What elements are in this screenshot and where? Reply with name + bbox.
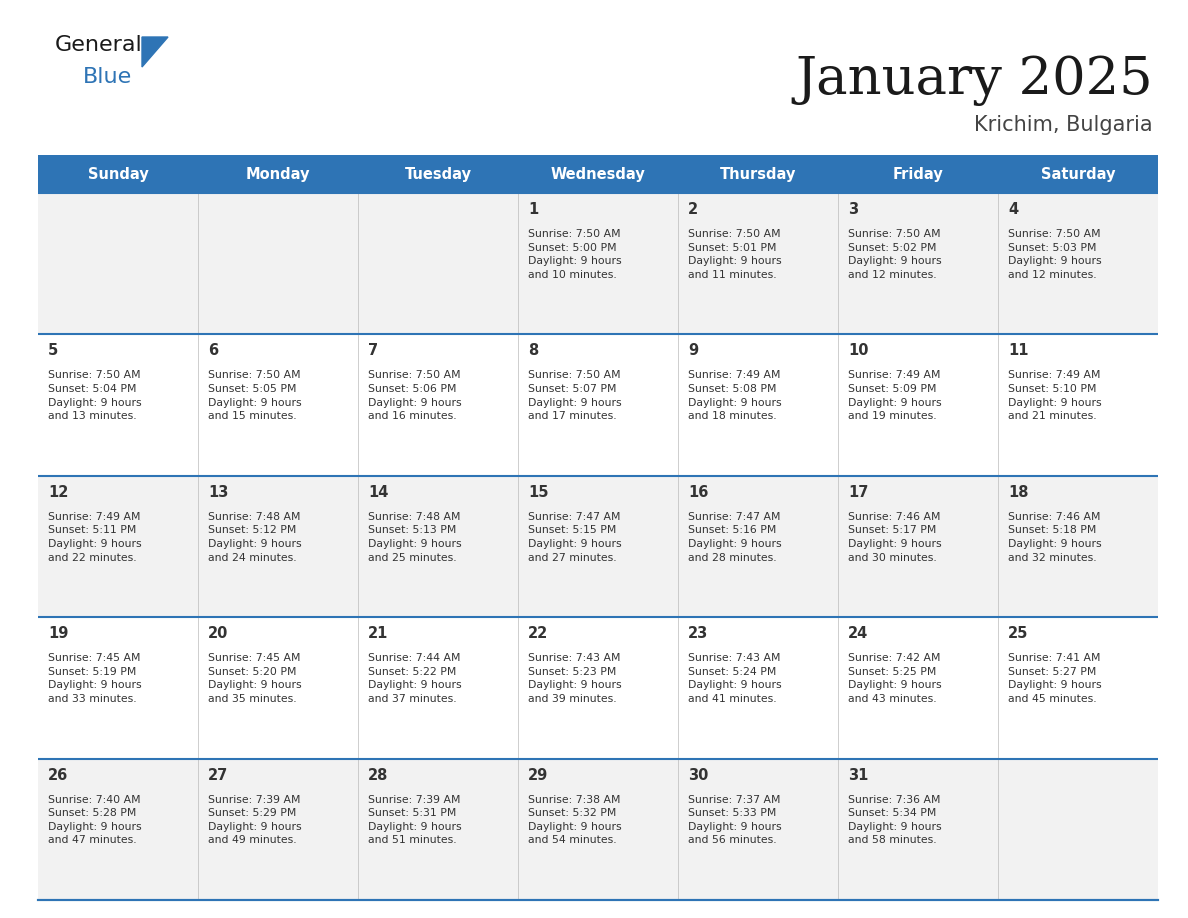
Text: Sunrise: 7:39 AM
Sunset: 5:31 PM
Daylight: 9 hours
and 51 minutes.: Sunrise: 7:39 AM Sunset: 5:31 PM Dayligh… <box>368 795 462 845</box>
Bar <box>678 155 838 193</box>
Bar <box>198 155 358 193</box>
Bar <box>38 758 1158 900</box>
Text: Monday: Monday <box>246 166 310 182</box>
Polygon shape <box>143 37 168 67</box>
Text: Sunrise: 7:40 AM
Sunset: 5:28 PM
Daylight: 9 hours
and 47 minutes.: Sunrise: 7:40 AM Sunset: 5:28 PM Dayligh… <box>48 795 141 845</box>
Bar <box>38 334 1158 476</box>
Text: Sunrise: 7:48 AM
Sunset: 5:13 PM
Daylight: 9 hours
and 25 minutes.: Sunrise: 7:48 AM Sunset: 5:13 PM Dayligh… <box>368 512 462 563</box>
Text: 21: 21 <box>368 626 388 641</box>
Text: Sunrise: 7:43 AM
Sunset: 5:24 PM
Daylight: 9 hours
and 41 minutes.: Sunrise: 7:43 AM Sunset: 5:24 PM Dayligh… <box>688 654 782 704</box>
Text: 30: 30 <box>688 767 708 783</box>
Text: Sunrise: 7:45 AM
Sunset: 5:20 PM
Daylight: 9 hours
and 35 minutes.: Sunrise: 7:45 AM Sunset: 5:20 PM Dayligh… <box>208 654 302 704</box>
Text: Sunrise: 7:49 AM
Sunset: 5:08 PM
Daylight: 9 hours
and 18 minutes.: Sunrise: 7:49 AM Sunset: 5:08 PM Dayligh… <box>688 370 782 421</box>
Text: Sunrise: 7:47 AM
Sunset: 5:16 PM
Daylight: 9 hours
and 28 minutes.: Sunrise: 7:47 AM Sunset: 5:16 PM Dayligh… <box>688 512 782 563</box>
Bar <box>38 617 1158 758</box>
Text: Sunrise: 7:44 AM
Sunset: 5:22 PM
Daylight: 9 hours
and 37 minutes.: Sunrise: 7:44 AM Sunset: 5:22 PM Dayligh… <box>368 654 462 704</box>
Text: Sunrise: 7:47 AM
Sunset: 5:15 PM
Daylight: 9 hours
and 27 minutes.: Sunrise: 7:47 AM Sunset: 5:15 PM Dayligh… <box>527 512 621 563</box>
Text: 28: 28 <box>368 767 388 783</box>
Bar <box>998 155 1158 193</box>
Text: 24: 24 <box>848 626 868 641</box>
Text: 2: 2 <box>688 202 699 217</box>
Text: Sunrise: 7:50 AM
Sunset: 5:04 PM
Daylight: 9 hours
and 13 minutes.: Sunrise: 7:50 AM Sunset: 5:04 PM Dayligh… <box>48 370 141 421</box>
Text: Sunrise: 7:50 AM
Sunset: 5:06 PM
Daylight: 9 hours
and 16 minutes.: Sunrise: 7:50 AM Sunset: 5:06 PM Dayligh… <box>368 370 462 421</box>
Text: 16: 16 <box>688 485 708 499</box>
Text: Sunrise: 7:39 AM
Sunset: 5:29 PM
Daylight: 9 hours
and 49 minutes.: Sunrise: 7:39 AM Sunset: 5:29 PM Dayligh… <box>208 795 302 845</box>
Text: 12: 12 <box>48 485 69 499</box>
Text: Friday: Friday <box>892 166 943 182</box>
Text: 31: 31 <box>848 767 868 783</box>
Bar <box>838 155 998 193</box>
Text: Sunrise: 7:43 AM
Sunset: 5:23 PM
Daylight: 9 hours
and 39 minutes.: Sunrise: 7:43 AM Sunset: 5:23 PM Dayligh… <box>527 654 621 704</box>
Text: Sunrise: 7:46 AM
Sunset: 5:18 PM
Daylight: 9 hours
and 32 minutes.: Sunrise: 7:46 AM Sunset: 5:18 PM Dayligh… <box>1007 512 1101 563</box>
Text: 27: 27 <box>208 767 228 783</box>
Text: 15: 15 <box>527 485 549 499</box>
Bar <box>38 193 1158 334</box>
Text: Sunrise: 7:50 AM
Sunset: 5:05 PM
Daylight: 9 hours
and 15 minutes.: Sunrise: 7:50 AM Sunset: 5:05 PM Dayligh… <box>208 370 302 421</box>
Text: Sunrise: 7:50 AM
Sunset: 5:07 PM
Daylight: 9 hours
and 17 minutes.: Sunrise: 7:50 AM Sunset: 5:07 PM Dayligh… <box>527 370 621 421</box>
Text: 29: 29 <box>527 767 548 783</box>
Text: Sunrise: 7:49 AM
Sunset: 5:09 PM
Daylight: 9 hours
and 19 minutes.: Sunrise: 7:49 AM Sunset: 5:09 PM Dayligh… <box>848 370 942 421</box>
Bar <box>358 155 518 193</box>
Text: Sunrise: 7:50 AM
Sunset: 5:03 PM
Daylight: 9 hours
and 12 minutes.: Sunrise: 7:50 AM Sunset: 5:03 PM Dayligh… <box>1007 229 1101 280</box>
Text: 25: 25 <box>1007 626 1029 641</box>
Text: Sunrise: 7:45 AM
Sunset: 5:19 PM
Daylight: 9 hours
and 33 minutes.: Sunrise: 7:45 AM Sunset: 5:19 PM Dayligh… <box>48 654 141 704</box>
Text: Sunrise: 7:37 AM
Sunset: 5:33 PM
Daylight: 9 hours
and 56 minutes.: Sunrise: 7:37 AM Sunset: 5:33 PM Dayligh… <box>688 795 782 845</box>
Text: 1: 1 <box>527 202 538 217</box>
Text: 18: 18 <box>1007 485 1029 499</box>
Text: 8: 8 <box>527 343 538 358</box>
Text: 4: 4 <box>1007 202 1018 217</box>
Text: Tuesday: Tuesday <box>404 166 472 182</box>
Text: 7: 7 <box>368 343 378 358</box>
Text: Sunrise: 7:46 AM
Sunset: 5:17 PM
Daylight: 9 hours
and 30 minutes.: Sunrise: 7:46 AM Sunset: 5:17 PM Dayligh… <box>848 512 942 563</box>
Text: Sunrise: 7:50 AM
Sunset: 5:01 PM
Daylight: 9 hours
and 11 minutes.: Sunrise: 7:50 AM Sunset: 5:01 PM Dayligh… <box>688 229 782 280</box>
Text: 11: 11 <box>1007 343 1029 358</box>
Text: 5: 5 <box>48 343 58 358</box>
Bar <box>518 155 678 193</box>
Bar <box>38 155 198 193</box>
Text: 14: 14 <box>368 485 388 499</box>
Text: 6: 6 <box>208 343 219 358</box>
Text: Thursday: Thursday <box>720 166 796 182</box>
Text: 22: 22 <box>527 626 548 641</box>
Text: Krichim, Bulgaria: Krichim, Bulgaria <box>974 115 1154 135</box>
Text: Blue: Blue <box>83 67 132 87</box>
Text: Sunrise: 7:49 AM
Sunset: 5:10 PM
Daylight: 9 hours
and 21 minutes.: Sunrise: 7:49 AM Sunset: 5:10 PM Dayligh… <box>1007 370 1101 421</box>
Text: 10: 10 <box>848 343 868 358</box>
Text: 3: 3 <box>848 202 858 217</box>
Text: General: General <box>55 35 143 55</box>
Text: Sunrise: 7:49 AM
Sunset: 5:11 PM
Daylight: 9 hours
and 22 minutes.: Sunrise: 7:49 AM Sunset: 5:11 PM Dayligh… <box>48 512 141 563</box>
Text: Sunday: Sunday <box>88 166 148 182</box>
Text: January 2025: January 2025 <box>795 55 1154 106</box>
Text: Wednesday: Wednesday <box>550 166 645 182</box>
Text: 23: 23 <box>688 626 708 641</box>
Text: 9: 9 <box>688 343 699 358</box>
Text: Sunrise: 7:48 AM
Sunset: 5:12 PM
Daylight: 9 hours
and 24 minutes.: Sunrise: 7:48 AM Sunset: 5:12 PM Dayligh… <box>208 512 302 563</box>
Bar <box>38 476 1158 617</box>
Text: Sunrise: 7:36 AM
Sunset: 5:34 PM
Daylight: 9 hours
and 58 minutes.: Sunrise: 7:36 AM Sunset: 5:34 PM Dayligh… <box>848 795 942 845</box>
Text: Sunrise: 7:41 AM
Sunset: 5:27 PM
Daylight: 9 hours
and 45 minutes.: Sunrise: 7:41 AM Sunset: 5:27 PM Dayligh… <box>1007 654 1101 704</box>
Text: 19: 19 <box>48 626 69 641</box>
Text: Saturday: Saturday <box>1041 166 1116 182</box>
Text: Sunrise: 7:38 AM
Sunset: 5:32 PM
Daylight: 9 hours
and 54 minutes.: Sunrise: 7:38 AM Sunset: 5:32 PM Dayligh… <box>527 795 621 845</box>
Text: Sunrise: 7:50 AM
Sunset: 5:00 PM
Daylight: 9 hours
and 10 minutes.: Sunrise: 7:50 AM Sunset: 5:00 PM Dayligh… <box>527 229 621 280</box>
Text: 17: 17 <box>848 485 868 499</box>
Text: 20: 20 <box>208 626 228 641</box>
Text: 13: 13 <box>208 485 228 499</box>
Text: 26: 26 <box>48 767 68 783</box>
Text: Sunrise: 7:50 AM
Sunset: 5:02 PM
Daylight: 9 hours
and 12 minutes.: Sunrise: 7:50 AM Sunset: 5:02 PM Dayligh… <box>848 229 942 280</box>
Text: Sunrise: 7:42 AM
Sunset: 5:25 PM
Daylight: 9 hours
and 43 minutes.: Sunrise: 7:42 AM Sunset: 5:25 PM Dayligh… <box>848 654 942 704</box>
